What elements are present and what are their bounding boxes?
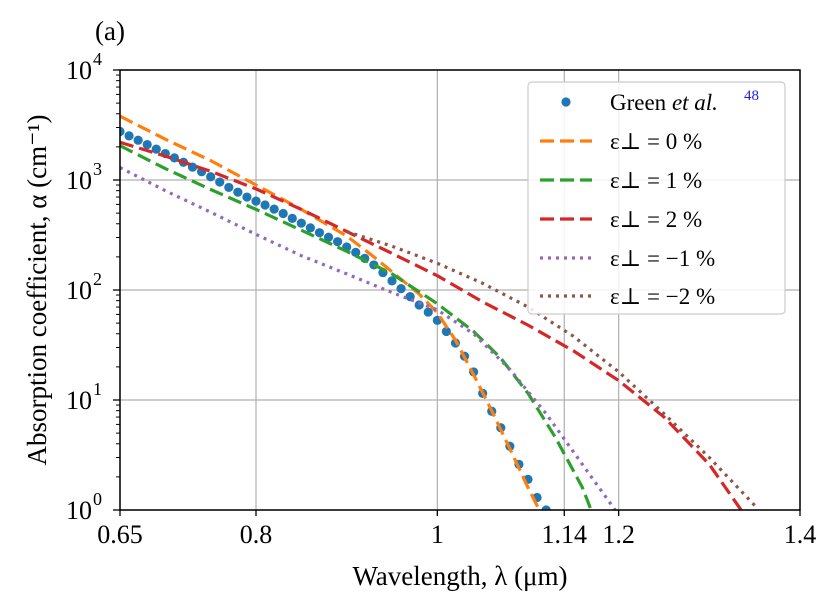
- green-data-point: [151, 144, 161, 154]
- legend: Green et al. 48 ε⊥ = 0 % ε⊥ = 1 % ε⊥ = 2 % ε⊥…: [527, 81, 786, 315]
- legend-marker: [561, 97, 571, 107]
- strain-0-line: [120, 114, 542, 510]
- green-data-point: [323, 232, 334, 242]
- green-data-point: [333, 237, 343, 247]
- legend-reference: 48: [744, 88, 759, 104]
- green-data-point: [224, 182, 234, 193]
- y-tick-label: 10: [66, 276, 92, 305]
- green-data-point: [423, 307, 433, 317]
- legend-label: ε⊥ = −1 %: [610, 246, 715, 271]
- green-data-point: [314, 228, 325, 238]
- green-data-point: [541, 505, 551, 510]
- y-tick-exponent: 1: [93, 379, 102, 399]
- y-tick-exponent: 0: [93, 489, 102, 509]
- green-data-point: [120, 126, 125, 137]
- y-tick-exponent: 3: [93, 159, 102, 179]
- green-data-point: [169, 153, 179, 163]
- legend-items: Green et al. 48 ε⊥ = 0 % ε⊥ = 1 % ε⊥ = 2 % ε⊥…: [540, 88, 759, 309]
- y-tick-label: 10: [66, 56, 92, 85]
- strain-2-line: [120, 140, 743, 510]
- green-data-point: [305, 223, 315, 233]
- green-data-point: [441, 326, 451, 337]
- plot-series: [120, 114, 756, 558]
- legend-label: ε⊥ = −2 %: [610, 284, 715, 309]
- green-data-point: [142, 139, 152, 150]
- green-data-point: [296, 218, 306, 228]
- x-tick-label: 1.4: [784, 520, 817, 549]
- legend-label: ε⊥ = 1 %: [610, 168, 702, 193]
- x-tick-label: 1.14: [542, 520, 588, 549]
- green-data-point: [233, 187, 243, 197]
- y-tick-label: 10: [66, 386, 92, 415]
- y-tick-label: 10: [66, 166, 92, 195]
- green-data-point: [133, 135, 143, 145]
- x-tick-label: 1.2: [602, 520, 635, 549]
- x-axis-ticks: 0.65 0.8 1 1.14 1.2 1.4: [97, 510, 816, 549]
- legend-label: ε⊥ = 2 %: [610, 207, 702, 232]
- x-tick-label: 1: [431, 520, 444, 549]
- green-data-point: [560, 549, 569, 558]
- green-data-point: [278, 208, 288, 219]
- green-data-point: [251, 196, 261, 206]
- green-data-point: [206, 172, 216, 182]
- y-axis-label: Absorption coefficient, α (cm⁻¹): [22, 115, 52, 466]
- green-data-point: [387, 276, 397, 286]
- x-tick-label: 0.65: [97, 520, 143, 549]
- x-axis-label: Wavelength, λ (μm): [352, 561, 567, 591]
- green-data-point: [242, 192, 252, 202]
- y-tick-exponent: 4: [93, 49, 102, 69]
- legend-label: ε⊥ = 0 %: [610, 129, 702, 154]
- y-tick-exponent: 2: [93, 269, 102, 289]
- x-tick-label: 0.8: [240, 520, 273, 549]
- green-data-point: [269, 204, 279, 214]
- green-data-point: [351, 247, 361, 257]
- green-data-point: [260, 200, 270, 210]
- green-data-point: [215, 177, 225, 187]
- green-data-point: [287, 213, 297, 223]
- strain-minus-2-line: [346, 229, 756, 507]
- legend-label: Green et al.: [610, 90, 718, 115]
- panel-label: (a): [95, 16, 125, 46]
- legend-box: [527, 81, 786, 315]
- green-data-point: [124, 131, 134, 141]
- strain-1-line: [120, 144, 593, 510]
- green-data-point: [396, 283, 406, 294]
- y-tick-label: 10: [66, 496, 92, 525]
